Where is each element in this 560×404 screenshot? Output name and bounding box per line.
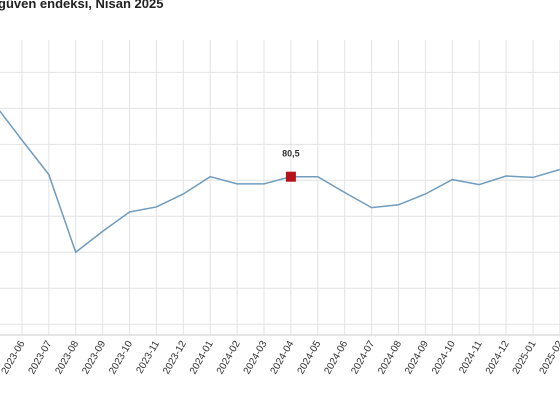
x-tick-label: 2023-06	[0, 339, 28, 377]
highlight-marker	[285, 171, 296, 182]
value-label: 80,5	[282, 149, 300, 159]
x-tick-label: 2023-10	[107, 339, 135, 377]
x-tick-label: 2024-07	[349, 339, 377, 377]
x-tick-label: 2024-12	[484, 339, 512, 377]
x-tick-label: 2023-09	[80, 339, 108, 377]
x-tick-label: 2025-01	[511, 339, 539, 377]
x-tick-label: 2023-11	[134, 339, 162, 376]
x-tick-label: 2024-02	[215, 339, 243, 377]
x-tick-label: 2023-08	[53, 339, 81, 377]
x-tick-label: 2024-10	[430, 339, 458, 377]
x-tick-label: 2024-08	[376, 339, 404, 377]
x-tick-label: 2024-05	[296, 339, 324, 377]
data-line	[0, 110, 560, 254]
x-tick-label: 2024-01	[188, 339, 216, 377]
x-tick-label: 2025-02	[538, 339, 560, 377]
x-tick-label: 2023-07	[27, 339, 55, 377]
x-tick-label: 2024-06	[322, 339, 350, 377]
x-tick-label: 2023-12	[161, 339, 189, 377]
x-tick-label: 2024-09	[403, 339, 431, 377]
x-tick-label: 2024-04	[269, 339, 297, 377]
x-tick-label: 2024-03	[242, 339, 270, 377]
chart-title: güven endeksi, Nisan 2025	[0, 0, 163, 11]
x-tick-label: 2024-11	[457, 339, 485, 376]
